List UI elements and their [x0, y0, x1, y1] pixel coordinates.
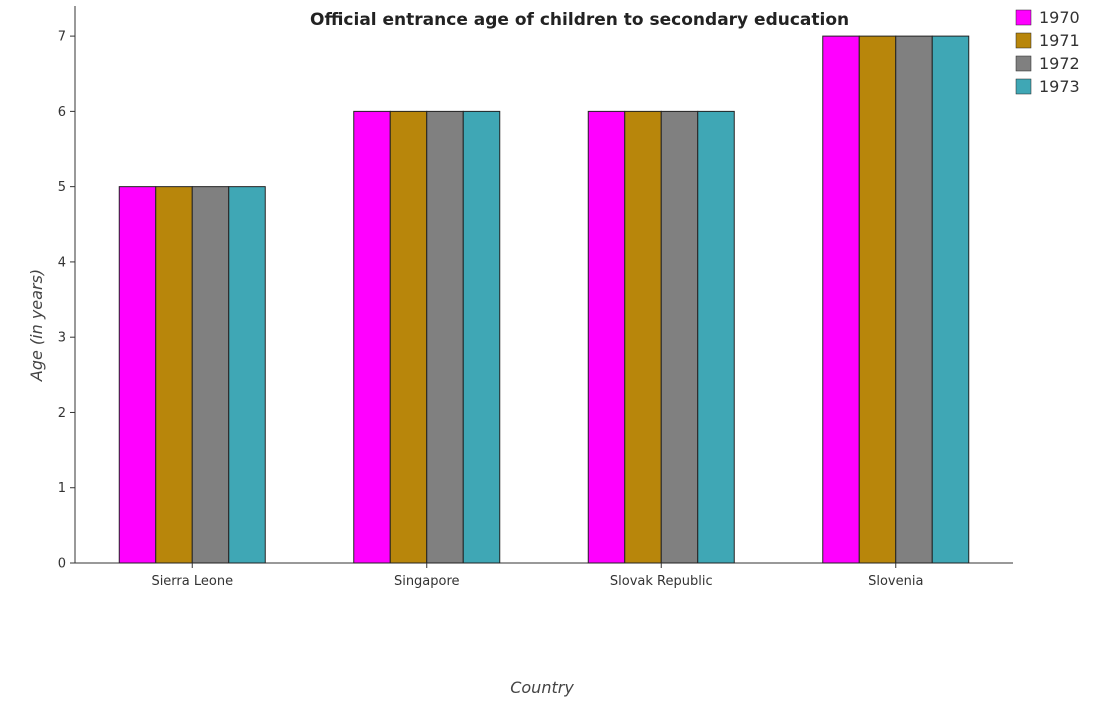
bar-1971-slovak-republic	[624, 110, 662, 564]
legend-label-1973: 1973	[1039, 77, 1080, 96]
legend-swatch-1972	[1015, 55, 1032, 72]
bar-1970-slovak-republic	[587, 110, 626, 564]
bar-1973-singapore	[462, 110, 501, 564]
bar-1972-slovenia	[895, 35, 933, 564]
y-tick-label: 5	[58, 180, 66, 195]
y-axis-label: Age (in years)	[27, 269, 46, 382]
plot-area: 0 1 2 3 4 5 6 7 Sierra Leone Singapore Slovak Repu…	[58, 6, 1013, 589]
bar-1973-sierra-leone	[228, 186, 266, 564]
x-tick-label: Slovenia	[868, 574, 923, 589]
x-tick-label: Slovak Republic	[610, 574, 713, 589]
bar-1971-singapore	[389, 110, 428, 564]
y-tick-label: 4	[58, 255, 66, 270]
legend: 1970 1971 1972 1973	[1015, 8, 1080, 96]
bar-1973-slovenia	[931, 35, 970, 564]
x-tick-label: Singapore	[394, 574, 460, 589]
bar-1970-sierra-leone	[118, 186, 157, 564]
x-axis-label: Country	[510, 678, 574, 697]
bar-1970-slovenia	[822, 35, 860, 564]
legend-label-1972: 1972	[1039, 54, 1080, 73]
bar-1971-slovenia	[858, 35, 897, 564]
chart-title: Official entrance age of children to sec…	[310, 10, 849, 30]
legend-label-1971: 1971	[1039, 31, 1080, 50]
y-tick-label: 6	[58, 105, 66, 120]
legend-label-1970: 1970	[1039, 8, 1080, 27]
bar-1971-sierra-leone	[155, 186, 193, 564]
bar-1970-singapore	[353, 110, 391, 564]
y-tick-label: 1	[58, 481, 66, 496]
legend-swatch-1973	[1015, 78, 1032, 95]
bar-1972-slovak-republic	[660, 110, 699, 564]
y-tick-label: 0	[58, 557, 66, 572]
bar-1972-singapore	[426, 110, 464, 564]
x-tick-label: Sierra Leone	[151, 574, 233, 589]
bar-1973-slovak-republic	[697, 110, 735, 564]
bar-1972-sierra-leone	[191, 186, 230, 564]
y-tick-label: 2	[58, 406, 66, 421]
legend-swatch-1971	[1015, 32, 1032, 49]
legend-swatch-1970	[1015, 9, 1032, 26]
y-tick-label: 3	[58, 331, 66, 346]
y-tick-label: 7	[58, 30, 66, 45]
